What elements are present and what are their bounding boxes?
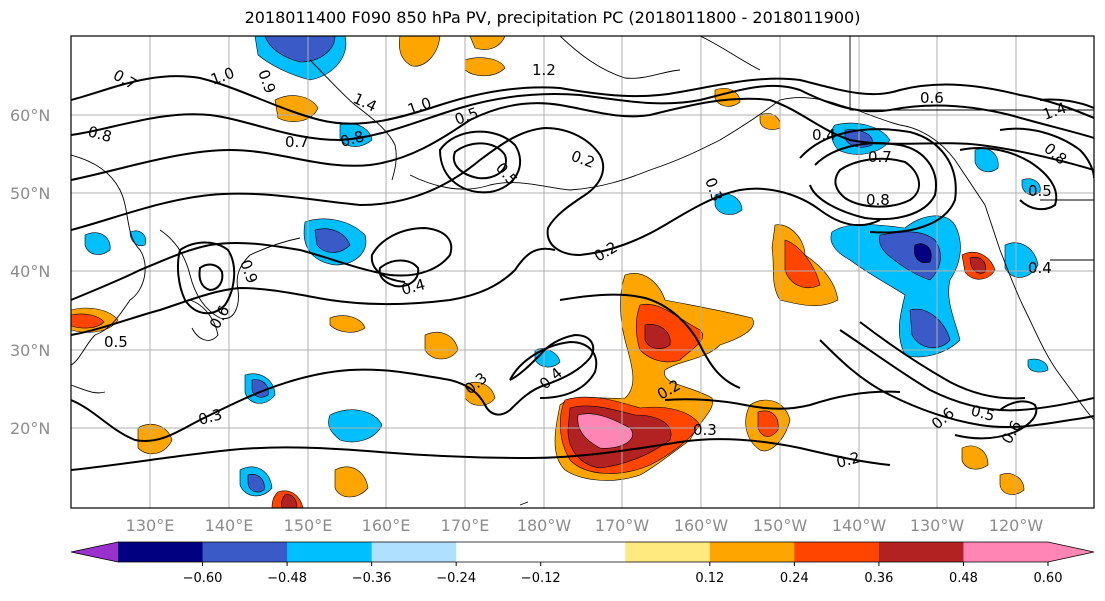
latitude-labels: 60°N 50°N 40°N 30°N 20°N [10, 106, 50, 438]
contour-label: 0.8 [338, 127, 366, 151]
lon-label: 120°W [989, 516, 1044, 535]
contour-label: 1.2 [532, 61, 556, 79]
contour-label: 0.5 [969, 401, 997, 425]
map-title: 2018011400 F090 850 hPa PV, precipitatio… [244, 8, 861, 27]
colorbar-tick-label: 0.36 [864, 571, 893, 586]
colorbar-tick-label: 0.12 [695, 571, 724, 586]
colorbar-outline [70, 541, 1095, 563]
colorbar-segment [963, 542, 1049, 562]
colorbar-extend-low [71, 542, 118, 562]
map-frame [70, 35, 1095, 509]
lat-label: 20°N [10, 419, 50, 438]
contour-label: 0.5 [104, 333, 128, 351]
contour-label: 0.3 [693, 421, 717, 439]
contour-label: 0.3 [196, 405, 224, 429]
colorbar-segment [625, 542, 711, 562]
lon-label: 130°W [910, 516, 965, 535]
lat-label: 40°N [10, 262, 50, 281]
lat-label: 30°N [10, 341, 50, 360]
lon-label: 160°W [674, 516, 729, 535]
colorbar-tick-label: −0.36 [352, 571, 392, 586]
lon-label: 170°W [595, 516, 650, 535]
colorbar-extend-high [1048, 542, 1094, 562]
colorbar-tick-label: 0.60 [1034, 571, 1063, 586]
lon-label: 160°E [362, 516, 411, 535]
contour-label: 0.8 [86, 122, 114, 146]
colorbar-tick-label: 0.24 [780, 571, 809, 586]
lon-label: 140°W [832, 516, 887, 535]
contour-label: 0.4 [399, 275, 427, 299]
contour-label: 0.6 [920, 89, 944, 107]
colorbar-tick-label: −0.48 [267, 571, 307, 586]
lon-label: 180°W [517, 516, 572, 535]
colorbar-segment [878, 542, 964, 562]
colorbar-segment [118, 542, 204, 562]
contour-label: 0.7 [868, 148, 892, 166]
colorbar-segment [456, 542, 542, 562]
contour-label: 0.7 [285, 133, 309, 151]
contour-label: 0.4 [1028, 259, 1052, 277]
colorbar-tick-label: −0.24 [436, 571, 476, 586]
pv-contours [71, 75, 1094, 471]
contour-label: 0.8 [866, 191, 890, 209]
colorbar-tick-label: −0.60 [183, 571, 223, 586]
lon-label: 150°E [284, 516, 333, 535]
colorbar-segment [287, 542, 373, 562]
lat-label: 60°N [10, 106, 50, 125]
colorbar: −0.60 −0.48 −0.36 −0.24 −0.12 0.12 0.24 0.36 0.4… [70, 541, 1095, 586]
precipitation-shading [71, 36, 1049, 508]
lon-label: 170°E [441, 516, 490, 535]
longitude-labels: 130°E 140°E 150°E 160°E 170°E 180°W 170°… [126, 516, 1044, 535]
map-area: 0.7 1.0 0.9 1.4 1.0 1.2 0.8 0.7 0.8 0.5 … [71, 36, 1094, 508]
gridlines [71, 36, 1094, 508]
colorbar-segment [794, 542, 880, 562]
contour-label: 0.5 [1028, 182, 1052, 200]
colorbar-tick-label: −0.12 [521, 571, 561, 586]
colorbar-segment [371, 542, 457, 562]
contour-label: 0.4 [812, 126, 836, 144]
colorbar-tick-label: 0.48 [949, 571, 978, 586]
contour-label: 0.2 [834, 448, 862, 472]
coastlines [71, 36, 1094, 506]
colorbar-segment [202, 542, 288, 562]
colorbar-segment [709, 542, 795, 562]
lon-label: 150°W [753, 516, 808, 535]
colorbar-segment [540, 542, 626, 562]
lat-label: 50°N [10, 184, 50, 203]
lon-label: 140°E [205, 516, 254, 535]
lon-label: 130°E [126, 516, 175, 535]
